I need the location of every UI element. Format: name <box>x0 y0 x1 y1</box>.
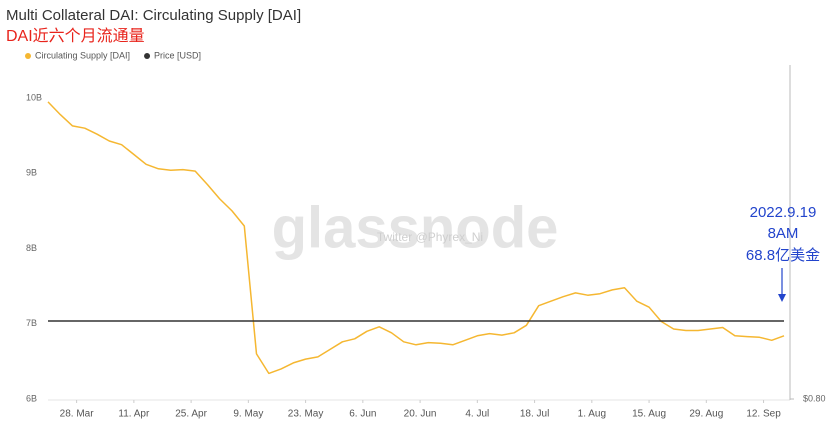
x-tick-label: 1. Aug <box>578 409 606 420</box>
y-tick-label: 9B <box>26 168 37 178</box>
annotation: 8AM <box>768 225 799 242</box>
legend-label: Circulating Supply [DAI] <box>35 50 130 60</box>
x-tick-label: 29. Aug <box>689 409 723 420</box>
watermark-handle: Twitter @Phyrex_Ni <box>377 230 483 244</box>
y2-tick-label: $0.80 <box>803 393 826 403</box>
x-tick-label: 28. Mar <box>60 409 95 420</box>
chart-subtitle: DAI近六个月流通量 <box>6 27 145 45</box>
x-tick-label: 23. May <box>288 409 324 420</box>
legend-marker <box>144 53 151 59</box>
x-tick-label: 25. Apr <box>175 409 207 420</box>
annotation-arrowhead <box>778 294 786 302</box>
y-tick-label: 7B <box>26 318 37 328</box>
y-tick-label: 10B <box>26 92 42 102</box>
x-tick-label: 12. Sep <box>746 409 781 420</box>
x-tick-label: 4. Jul <box>465 409 489 420</box>
chart-title: Multi Collateral DAI: Circulating Supply… <box>6 7 301 24</box>
x-tick-label: 6. Jun <box>349 409 376 420</box>
x-tick-label: 15. Aug <box>632 409 666 420</box>
x-tick-label: 18. Jul <box>520 409 549 420</box>
x-tick-label: 20. Jun <box>404 409 437 420</box>
legend-label: Price [USD] <box>154 50 201 60</box>
annotation: 2022.9.19 <box>750 204 817 221</box>
y-tick-label: 6B <box>26 393 37 403</box>
legend-marker <box>25 53 31 59</box>
x-tick-label: 11. Apr <box>118 409 150 420</box>
watermark: glassnode <box>272 195 559 260</box>
annotation: 68.8亿美金 <box>746 247 820 264</box>
y-tick-label: 8B <box>26 243 37 253</box>
x-tick-label: 9. May <box>233 409 263 420</box>
